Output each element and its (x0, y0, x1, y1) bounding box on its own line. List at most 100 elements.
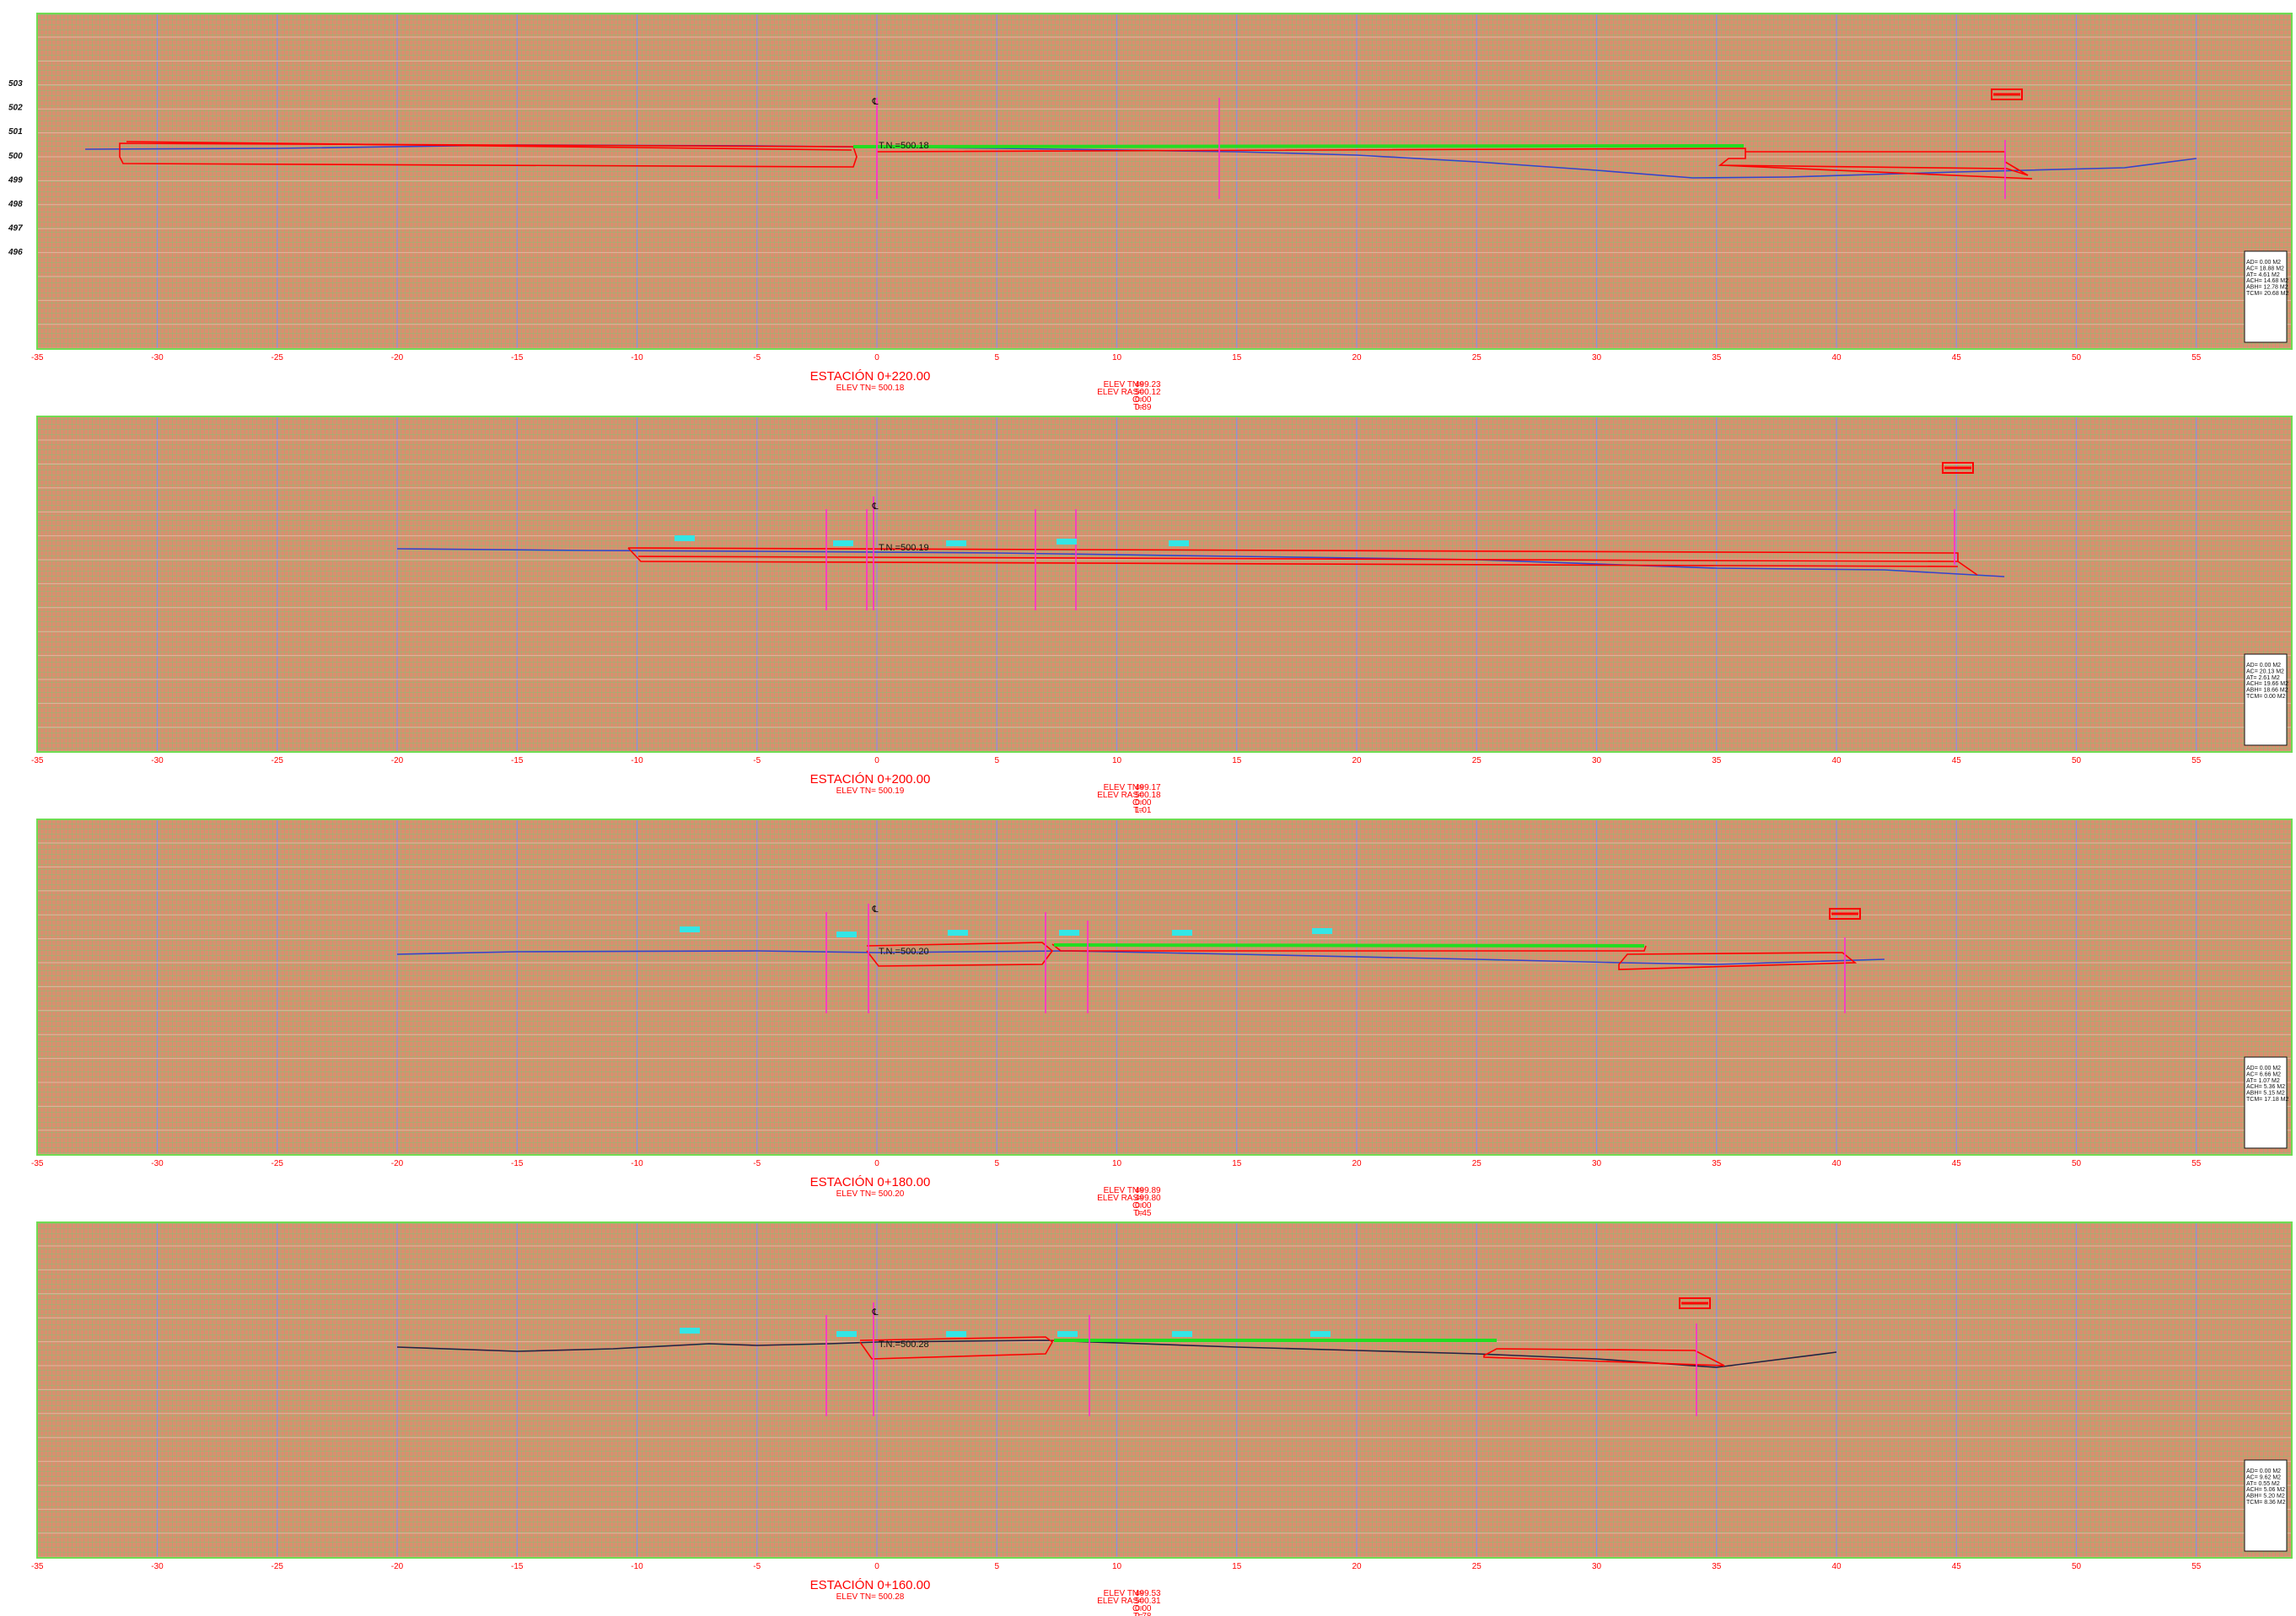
design-section-line (126, 141, 852, 151)
design-section-line (1051, 943, 1647, 952)
area-summary-line: ACH= 14.68 M2 (2246, 278, 2288, 284)
natural-terrain-line (396, 548, 2005, 577)
x-tick-label: 0 (874, 1562, 879, 1571)
x-tick-label: 10 (1112, 756, 1122, 765)
panel-frame (36, 819, 2293, 1156)
area-summary-box (2244, 1056, 2288, 1149)
design-section-line (866, 942, 1054, 967)
y-axis-label: 500 (8, 152, 23, 161)
design-section-line (1719, 164, 2033, 180)
natural-terrain-line (396, 950, 1885, 965)
x-tick-label: -20 (391, 1562, 404, 1571)
x-tick-label: 10 (1112, 1159, 1122, 1168)
area-summary-line: ACH= 19.66 M2 (2246, 681, 2288, 687)
x-tick-label: 50 (2072, 756, 2082, 765)
station-elev-tn: ELEV TN= 500.28 (836, 1592, 905, 1602)
x-tick-label: -30 (151, 1562, 164, 1571)
design-section-line (627, 547, 1959, 567)
x-tick-label: 30 (1592, 353, 1602, 362)
cut-fill-label: C= (1132, 798, 1143, 808)
x-tick-label: -5 (753, 353, 761, 362)
x-tick-label: 25 (1472, 1159, 1482, 1168)
x-tick-label: -15 (511, 756, 524, 765)
x-tick-label: 35 (1712, 353, 1722, 362)
cut-fill-label: ELEV RAS= (1097, 791, 1143, 800)
y-axis-label: 503 (8, 79, 23, 89)
design-section-line (859, 1336, 1054, 1360)
x-tick-label: 25 (1472, 353, 1482, 362)
x-tick-label: -30 (151, 756, 164, 765)
x-tick-label: -10 (631, 756, 643, 765)
x-tick-label: 45 (1952, 756, 1962, 765)
y-axis-label: 496 (8, 248, 23, 257)
area-summary-box (2244, 653, 2288, 746)
centerline-icon: ℄ (871, 905, 878, 915)
cut-fill-value: 500.31 (1135, 1597, 1161, 1606)
x-tick-label: 45 (1952, 1562, 1962, 1571)
x-tick-label: 10 (1112, 353, 1122, 362)
area-summary-line: AC= 20.13 M2 (2246, 668, 2284, 674)
area-summary-line: ACH= 5.06 M2 (2246, 1487, 2285, 1493)
x-tick-label: 55 (2191, 1562, 2202, 1571)
x-tick-label: 25 (1472, 756, 1482, 765)
x-tick-label: -20 (391, 756, 404, 765)
offset-tag (1169, 540, 1189, 546)
offset-tag (1059, 930, 1079, 936)
area-summary-line: AD= 0.00 M2 (2246, 1468, 2281, 1474)
offset-tag (833, 540, 853, 546)
panel-frame (36, 13, 2293, 350)
area-summary-line: ABH= 12.78 M2 (2246, 285, 2288, 291)
x-tick-label: -15 (511, 353, 524, 362)
tn-elevation-label: T.N.=500.18 (879, 141, 929, 151)
cut-fill-value: 0.45 (1135, 1209, 1152, 1218)
x-tick-label: 30 (1592, 1159, 1602, 1168)
area-summary-line: AD= 0.00 M2 (2246, 260, 2281, 266)
y-axis-label: 497 (8, 224, 23, 234)
subgrade-line (852, 144, 1745, 148)
offset-tag (1057, 539, 1077, 545)
x-tick-label: 0 (874, 756, 879, 765)
design-section-line (637, 556, 1959, 562)
x-tick-label: -20 (391, 353, 404, 362)
x-tick-label: 5 (994, 756, 999, 765)
offset-tag (1312, 928, 1332, 934)
x-tick-label: -15 (511, 1562, 524, 1571)
cut-fill-value: 0.00 (1135, 395, 1152, 405)
area-summary-line: AC= 9.62 M2 (2246, 1474, 2281, 1480)
cut-fill-label: C= (1132, 1201, 1143, 1211)
cut-fill-label: T= (1133, 403, 1143, 412)
cut-fill-label: C= (1132, 1604, 1143, 1613)
tn-elevation-label: T.N.=500.20 (879, 947, 929, 957)
x-tick-label: 55 (2191, 756, 2202, 765)
x-tick-label: 40 (1831, 1562, 1842, 1571)
station-title: ESTACIÓN 0+160.00 (810, 1578, 931, 1592)
design-section-line (627, 547, 1978, 576)
tn-elevation-label: T.N.=500.19 (879, 543, 929, 553)
x-tick-label: 15 (1232, 756, 1242, 765)
x-tick-label: 35 (1712, 756, 1722, 765)
offset-tag (946, 540, 966, 546)
cut-fill-value: 499.53 (1135, 1589, 1161, 1598)
offset-tag (680, 1328, 700, 1334)
x-tick-label: 40 (1831, 353, 1842, 362)
cut-fill-value: 1.01 (1135, 806, 1152, 815)
centerline-icon: ℄ (871, 502, 878, 512)
x-tick-label: 5 (994, 1159, 999, 1168)
cut-fill-label: T= (1133, 806, 1143, 815)
x-tick-label: -25 (272, 353, 284, 362)
x-tick-label: -5 (753, 1159, 761, 1168)
x-tick-label: 30 (1592, 1562, 1602, 1571)
cut-fill-value: 0.00 (1135, 1201, 1152, 1211)
x-tick-label: 55 (2191, 1159, 2202, 1168)
x-tick-label: 5 (994, 353, 999, 362)
area-summary-line: TCM= 8.36 M2 (2246, 1500, 2286, 1506)
x-tick-label: -35 (31, 353, 44, 362)
subgrade-line (1053, 943, 1645, 948)
x-tick-label: 40 (1831, 1159, 1842, 1168)
section-panel-2: -35 -30 -25 -20 -15 -10 -5 0 5 10 15 20 25 30 35 40 45 50… (31, 416, 2293, 820)
y-axis-label: 499 (8, 175, 23, 185)
x-tick-label: 10 (1112, 1562, 1122, 1571)
x-tick-label: 20 (1352, 1562, 1362, 1571)
offset-tag (836, 1331, 857, 1337)
